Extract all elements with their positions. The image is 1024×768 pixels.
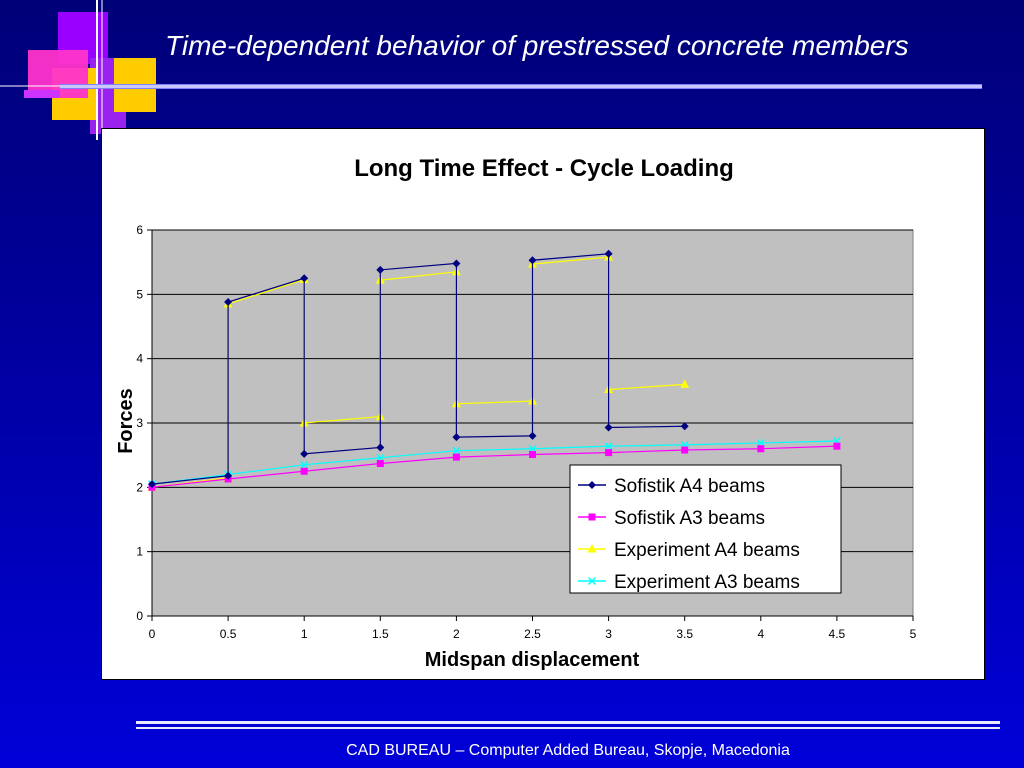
data-point-s0-1 xyxy=(224,471,233,480)
legend-label-0: Sofistik A4 beams xyxy=(614,476,765,497)
x-tick-label: 3 xyxy=(605,627,612,641)
x-tick-label: 2.5 xyxy=(524,627,541,641)
data-point-s0-4 xyxy=(300,449,309,458)
footer-divider xyxy=(136,721,1000,724)
legend-marker-0 xyxy=(588,481,596,489)
slide-title: Time-dependent behavior of prestressed c… xyxy=(165,30,909,61)
data-point-s3-6 xyxy=(604,442,613,451)
y-tick-label: 0 xyxy=(136,609,143,623)
legend-label-3: Experiment A3 beams xyxy=(614,572,800,593)
series-line-1 xyxy=(151,445,837,488)
chart-title: Long Time Effect - Cycle Loading xyxy=(354,155,734,182)
decorative-logo xyxy=(0,0,170,140)
title-divider xyxy=(60,84,982,89)
series-line-0 xyxy=(151,253,685,485)
footer-text: CAD BUREAU – Computer Added Bureau, Skop… xyxy=(346,742,790,759)
legend-label-2: Experiment A4 beams xyxy=(614,540,800,561)
footer-divider-thin xyxy=(136,727,1000,729)
x-tick-label: 4 xyxy=(757,627,764,641)
x-tick-label: 3.5 xyxy=(676,627,693,641)
data-point-s3-2 xyxy=(300,460,309,469)
data-point-s0-5 xyxy=(376,443,385,452)
series-line-2 xyxy=(151,256,685,488)
legend-marker-1 xyxy=(588,513,596,521)
data-point-s0-8 xyxy=(452,433,461,442)
series-layer xyxy=(147,249,841,491)
series-line-3 xyxy=(151,440,837,485)
legend-box xyxy=(569,464,842,594)
data-point-s1-6 xyxy=(605,449,613,457)
data-point-s0-3 xyxy=(300,274,309,283)
y-tick-label: 1 xyxy=(136,545,143,559)
legend-marker-2 xyxy=(587,544,597,553)
data-point-s1-9 xyxy=(833,442,841,450)
x-tick-label: 1.5 xyxy=(372,627,389,641)
line-chart: Long Time Effect - Cycle Loading 0 1 2 3 4 5 6… xyxy=(115,155,917,671)
data-point-s0-11 xyxy=(604,249,613,258)
y-tick-label: 4 xyxy=(136,352,143,366)
y-tick-label: 2 xyxy=(136,480,143,494)
data-point-s0-6 xyxy=(376,265,385,274)
data-point-s0-2 xyxy=(224,298,233,307)
axes: 0 1 2 3 4 5 6 0 0.5 1 1.5 2 2.5 3 3.5 4 4.5 5 xyxy=(136,223,916,641)
data-point-s1-2 xyxy=(300,467,308,475)
legend-marker-3 xyxy=(587,576,597,586)
data-point-s0-0 xyxy=(148,480,156,489)
data-point-s1-3 xyxy=(376,460,384,468)
x-axis-label: Midspan displacement xyxy=(425,649,640,671)
x-tick-label: 0.5 xyxy=(220,627,237,641)
x-tick-label: 1 xyxy=(301,627,308,641)
data-point-s0-7 xyxy=(452,259,461,268)
y-tick-label: 3 xyxy=(136,416,143,430)
x-tick-label: 2 xyxy=(453,627,460,641)
y-tick-label: 6 xyxy=(136,223,143,237)
y-axis-label: Forces xyxy=(115,388,137,454)
data-point-s0-9 xyxy=(528,431,537,440)
data-point-s0-10 xyxy=(528,256,537,265)
x-tick-label: 4.5 xyxy=(829,627,846,641)
data-point-s2-13 xyxy=(680,379,690,388)
legend: Sofistik A4 beams Sofistik A3 beams Experi… xyxy=(569,464,842,594)
legend-label-1: Sofistik A3 beams xyxy=(614,508,765,529)
x-tick-label: 5 xyxy=(910,627,917,641)
chart-panel: Long Time Effect - Cycle Loading 0 1 2 3 4 5 6… xyxy=(101,128,985,680)
data-point-s0-13 xyxy=(680,422,689,431)
y-tick-label: 5 xyxy=(136,287,143,301)
data-point-s0-12 xyxy=(604,423,613,432)
data-point-s3-4 xyxy=(452,446,461,455)
data-point-s1-4 xyxy=(452,453,460,461)
data-point-s1-5 xyxy=(529,451,536,459)
data-point-s1-8 xyxy=(757,445,765,453)
x-tick-label: 0 xyxy=(149,627,156,641)
data-point-s1-7 xyxy=(681,446,689,454)
